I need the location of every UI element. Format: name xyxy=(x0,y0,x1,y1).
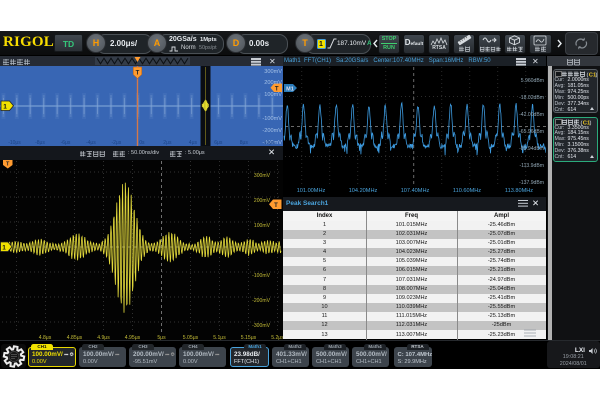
svg-text:1: 1 xyxy=(2,245,6,252)
svg-text:T: T xyxy=(6,162,10,168)
svg-text:(: ( xyxy=(580,120,582,126)
svg-text:T: T xyxy=(275,86,279,92)
svg-text:T: T xyxy=(136,71,140,77)
svg-text:C1: C1 xyxy=(582,120,590,126)
svg-text:C1: C1 xyxy=(588,72,596,78)
svg-text:): ) xyxy=(595,72,597,78)
svg-text:M1: M1 xyxy=(286,87,294,93)
svg-text:(: ( xyxy=(586,72,588,78)
svg-text:T: T xyxy=(274,203,278,209)
svg-text:): ) xyxy=(589,120,591,126)
svg-text:1: 1 xyxy=(3,104,7,111)
